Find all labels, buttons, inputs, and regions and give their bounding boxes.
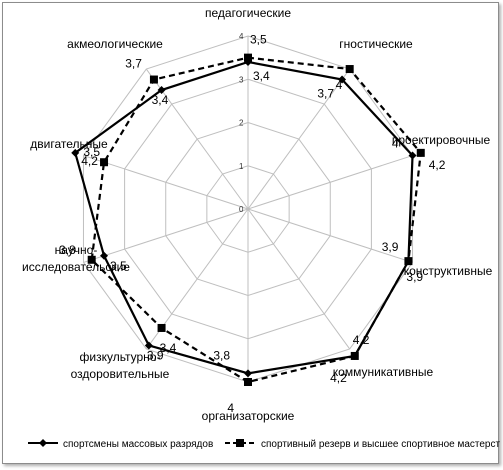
category-label-8-line-1: научно- (55, 243, 98, 257)
spoke-5 (247, 208, 351, 350)
tick-label-2: 2 (239, 119, 244, 128)
value-label-series-2-4: 3,9 (406, 270, 423, 284)
category-label-4: конструктивные (404, 264, 493, 278)
point-series-2-10 (149, 75, 158, 84)
category-label-9: двигательные (30, 137, 108, 151)
spoke-10 (145, 68, 249, 210)
point-series-2-9 (100, 158, 109, 167)
value-label-series-2-7: 3,4 (160, 341, 177, 355)
radial-tick-labels: 0 1 2 3 4 (239, 32, 244, 214)
point-series-2-3 (416, 148, 425, 157)
spoke-4 (247, 208, 413, 263)
point-series-1-9 (71, 148, 80, 157)
point-series-2-1 (244, 53, 252, 62)
legend-item-series-1: спортсмены массовых разрядов (28, 439, 213, 450)
tick-label-0: 0 (239, 205, 244, 214)
value-label-series-1-9: 4,2 (81, 154, 98, 168)
series-line-1 (73, 60, 414, 375)
point-series-1-6 (244, 369, 252, 378)
value-labels: 3,43,743,94,23,83,93,54,23,43,544,23,94,… (59, 33, 446, 415)
point-series-2-5 (350, 351, 359, 360)
value-label-series-1-4: 3,9 (382, 240, 399, 254)
point-series-1-7 (144, 341, 153, 350)
spoke-3 (247, 155, 413, 210)
tick-label-4: 4 (239, 32, 244, 41)
spoke-9 (83, 155, 249, 210)
category-label-6: организаторские (202, 409, 295, 423)
category-labels: педагогические гностические проектировочны… (22, 6, 493, 423)
series-layer (71, 53, 425, 386)
value-label-series-2-5: 4,2 (330, 371, 347, 385)
point-series-1-8 (100, 251, 109, 260)
category-label-8-line-2: исследовательские (22, 260, 130, 274)
value-label-series-1-6: 3,8 (213, 348, 230, 362)
value-label-series-2-9: 3,5 (83, 145, 100, 159)
spoke-8 (83, 208, 249, 263)
category-label-7-line-1: физкультурно- (80, 350, 161, 364)
value-label-series-2-6: 4 (227, 401, 234, 415)
legend-label-series-1: спортсмены массовых разрядов (63, 439, 213, 450)
category-label-1: педагогические (205, 6, 291, 20)
value-label-series-2-8: 3,8 (59, 243, 76, 257)
point-series-1-2 (338, 75, 347, 84)
spoke-2 (247, 68, 351, 210)
category-label-3: проектировочные (392, 133, 491, 147)
category-label-5: коммуникативные (333, 365, 434, 379)
point-series-2-6 (244, 378, 252, 386)
category-label-10: акмеологические (67, 37, 163, 51)
value-label-series-2-10: 3,7 (125, 57, 142, 71)
value-label-series-1-2: 3,7 (317, 87, 334, 101)
value-label-series-2-3: 4,2 (429, 158, 446, 172)
legend-item-series-2: спортивный резерв и высшее спортивное ма… (225, 439, 503, 450)
category-label-7-line-2: оздоровительные (71, 367, 170, 381)
value-label-series-1-5: 4,2 (353, 333, 370, 347)
legend-marker-series-1 (39, 439, 47, 447)
legend-marker-series-2 (236, 439, 244, 447)
category-label-2: гностические (339, 37, 413, 51)
tick-label-3: 3 (239, 75, 244, 84)
radar-grid (82, 35, 414, 383)
point-series-2-8 (87, 255, 96, 264)
value-label-series-2-1: 3,5 (250, 33, 267, 47)
tick-label-1: 1 (239, 162, 244, 171)
value-label-series-1-8: 3,5 (110, 259, 127, 273)
value-label-series-1-3: 4 (392, 137, 399, 151)
legend-label-series-2: спортивный резерв и высшее спортивное ма… (261, 439, 500, 450)
point-series-2-7 (157, 323, 166, 332)
value-label-series-1-10: 3,4 (152, 93, 169, 107)
value-label-series-1-7: 3,9 (147, 348, 164, 362)
point-series-2-2 (345, 65, 354, 74)
point-series-2-4 (404, 257, 413, 266)
value-label-series-2-2: 4 (336, 78, 343, 92)
point-series-1-3 (408, 151, 417, 160)
value-label-series-1-1: 3,4 (253, 69, 270, 83)
legend: спортсмены массовых разрядов спортивный … (28, 439, 503, 450)
point-series-1-10 (157, 86, 166, 95)
